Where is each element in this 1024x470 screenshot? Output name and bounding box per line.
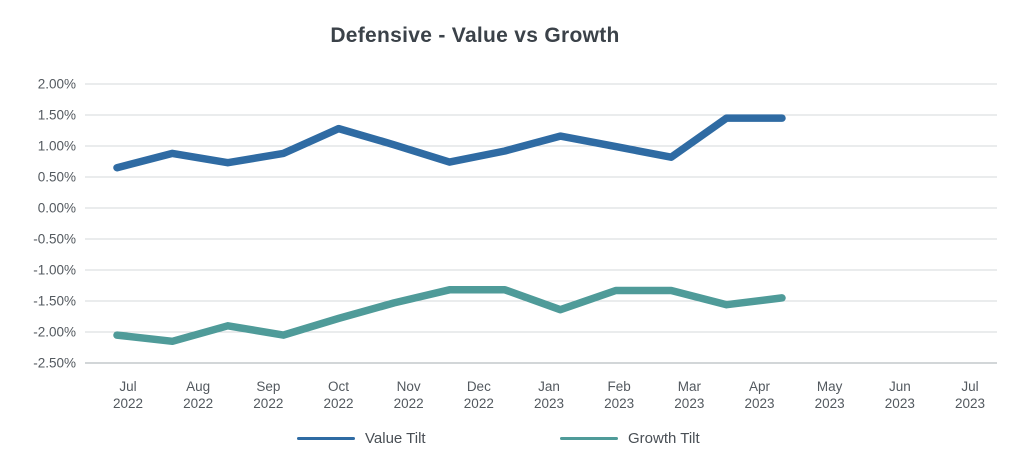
y-axis-label: -0.50%: [33, 232, 76, 247]
x-axis-label: Apr 2023: [744, 379, 774, 411]
legend-label-growth-tilt: Growth Tilt: [628, 429, 700, 447]
legend-item-value-tilt: Value Tilt: [297, 428, 426, 448]
x-axis-label: Jan 2023: [534, 379, 564, 411]
x-axis-label: Sep 2022: [253, 379, 283, 411]
x-axis-label: Oct 2022: [323, 379, 353, 411]
y-axis-label: -1.50%: [33, 294, 76, 309]
y-axis-label: -2.50%: [33, 356, 76, 371]
chart-title: Defensive - Value vs Growth: [330, 24, 620, 47]
y-axis-label: -1.00%: [33, 263, 76, 278]
x-axis-label: May 2023: [815, 379, 845, 411]
value-tilt-line-swatch-icon: [297, 436, 355, 440]
x-axis-label: Mar 2023: [674, 379, 704, 411]
y-axis-label: -2.00%: [33, 325, 76, 340]
x-axis-label: Nov 2022: [394, 379, 424, 411]
y-axis-label: 1.00%: [38, 139, 76, 154]
value-tilt-line: [113, 114, 786, 172]
x-axis-label: Jul 2023: [955, 379, 985, 411]
x-axis-label: Jun 2023: [885, 379, 915, 411]
legend-label-value-tilt: Value Tilt: [365, 429, 426, 447]
y-axis-label: 0.50%: [38, 170, 76, 185]
y-axis-label: 1.50%: [38, 108, 76, 123]
growth-tilt-line-swatch-icon: [560, 436, 618, 440]
growth-tilt-line: [113, 286, 786, 346]
chart-legend: Value Tilt Growth Tilt: [0, 428, 1024, 452]
x-axis-label: Aug 2022: [183, 379, 213, 411]
x-axis-label: Jul 2022: [113, 379, 143, 411]
legend-item-growth-tilt: Growth Tilt: [560, 428, 700, 448]
y-axis-label: 2.00%: [38, 77, 76, 92]
x-axis-label: Dec 2022: [464, 379, 494, 411]
x-axis-label: Feb 2023: [604, 379, 634, 411]
y-axis-label: 0.00%: [38, 201, 76, 216]
